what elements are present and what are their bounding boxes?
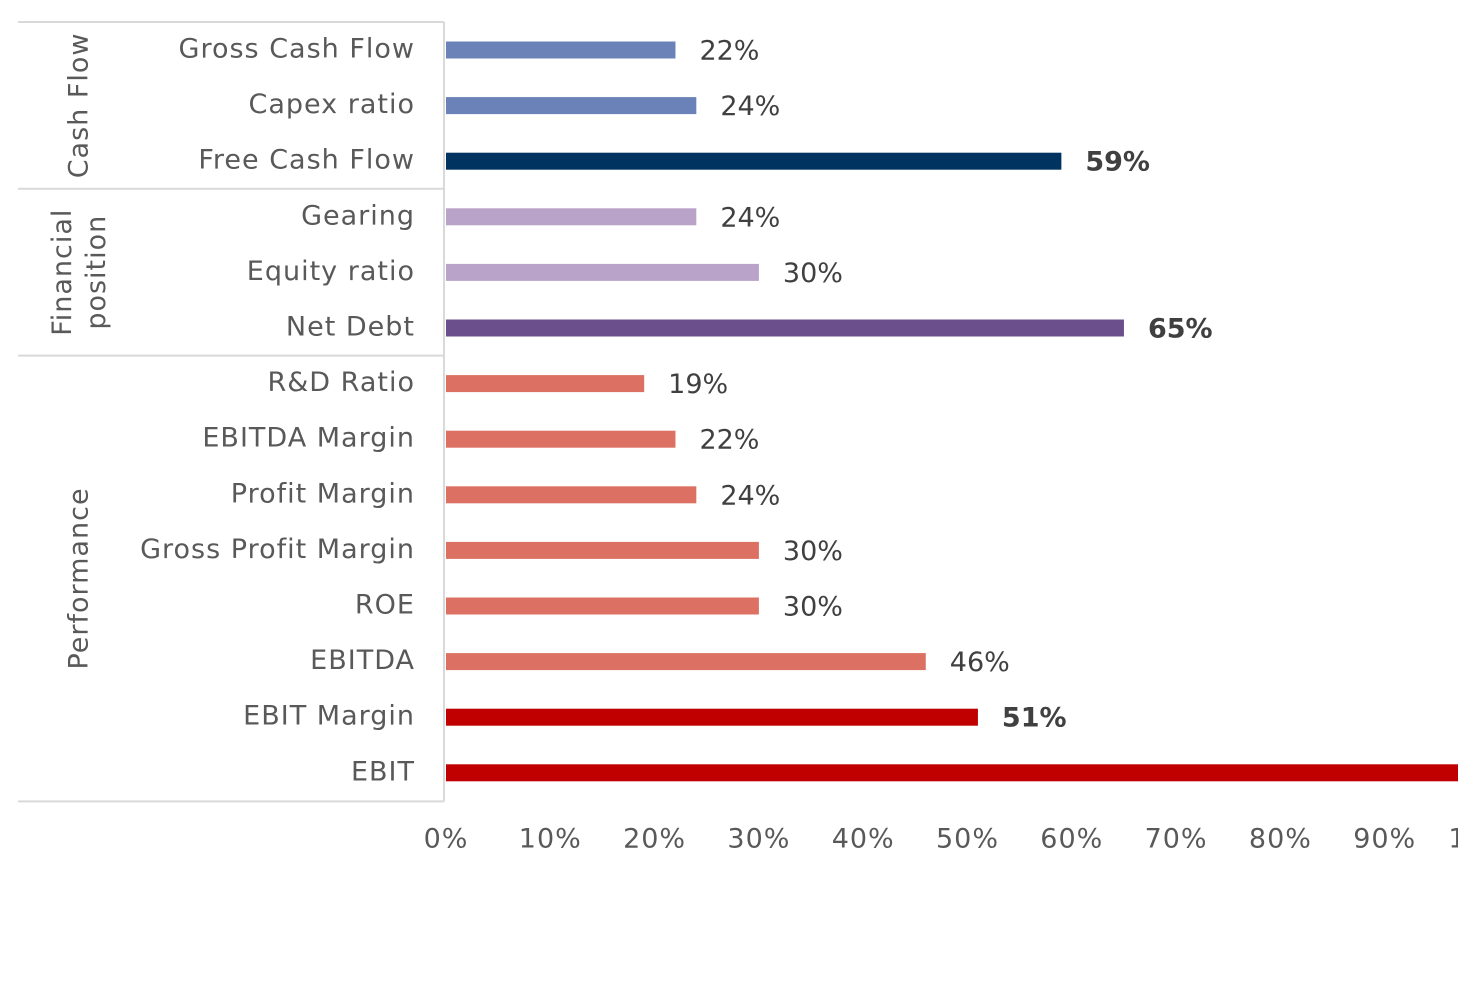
value-label: 24% [720, 202, 780, 233]
y-tick-label: ROE [355, 590, 415, 621]
y-tick-label: Gross Profit Margin [140, 534, 415, 565]
y-tick-label: EBITDA Margin [202, 423, 415, 454]
value-label: 51% [1002, 703, 1067, 734]
value-label: 22% [699, 425, 759, 456]
value-label: 24% [720, 91, 780, 122]
group-label: Performance [64, 487, 95, 669]
group-label: Cash Flow [64, 33, 95, 179]
x-tick-label: 20% [623, 824, 686, 855]
bar [446, 430, 676, 448]
value-label: 30% [783, 592, 843, 623]
value-label: 46% [950, 647, 1010, 678]
bar [446, 41, 676, 59]
x-tick-label: 90% [1353, 824, 1416, 855]
x-tick-label: 30% [727, 824, 790, 855]
bar [446, 708, 978, 726]
y-tick-label: R&D Ratio [267, 367, 415, 398]
bar [446, 263, 759, 281]
y-tick-label: Equity ratio [247, 256, 415, 287]
value-label: 59% [1085, 147, 1150, 178]
y-tick-label: Gearing [301, 200, 415, 231]
group-label: Financial position [47, 209, 112, 336]
x-tick-label: 10% [519, 824, 582, 855]
bar [446, 208, 697, 226]
bar [446, 97, 697, 115]
value-label: 30% [783, 258, 843, 289]
bar [446, 653, 926, 671]
value-label: 24% [720, 480, 780, 511]
bar [446, 319, 1124, 337]
value-label: 19% [668, 369, 728, 400]
bar [446, 541, 759, 559]
y-tick-label: EBIT [351, 756, 415, 787]
bar [446, 152, 1062, 170]
y-tick-label: Net Debt [286, 312, 415, 343]
x-tick-label: 40% [832, 824, 895, 855]
y-tick-label: Gross Cash Flow [179, 34, 415, 65]
bar [446, 764, 1458, 782]
x-tick-label: 50% [936, 824, 999, 855]
x-tick-label: 60% [1040, 824, 1103, 855]
bar [446, 597, 759, 615]
x-tick-label: 80% [1249, 824, 1312, 855]
y-tick-label: EBITDA [310, 645, 415, 676]
x-tick-label: 0% [424, 824, 469, 855]
x-tick-label: 70% [1145, 824, 1208, 855]
x-tick-label: 100% [1448, 824, 1458, 855]
value-label: 65% [1148, 314, 1213, 345]
bar [446, 486, 697, 504]
y-tick-label: Free Cash Flow [198, 145, 415, 176]
y-tick-label: EBIT Margin [243, 701, 415, 732]
value-label: 22% [699, 36, 759, 67]
y-tick-label: Capex ratio [249, 89, 416, 120]
y-tick-label: Profit Margin [231, 478, 415, 509]
bar [446, 375, 645, 393]
value-label: 30% [783, 536, 843, 567]
